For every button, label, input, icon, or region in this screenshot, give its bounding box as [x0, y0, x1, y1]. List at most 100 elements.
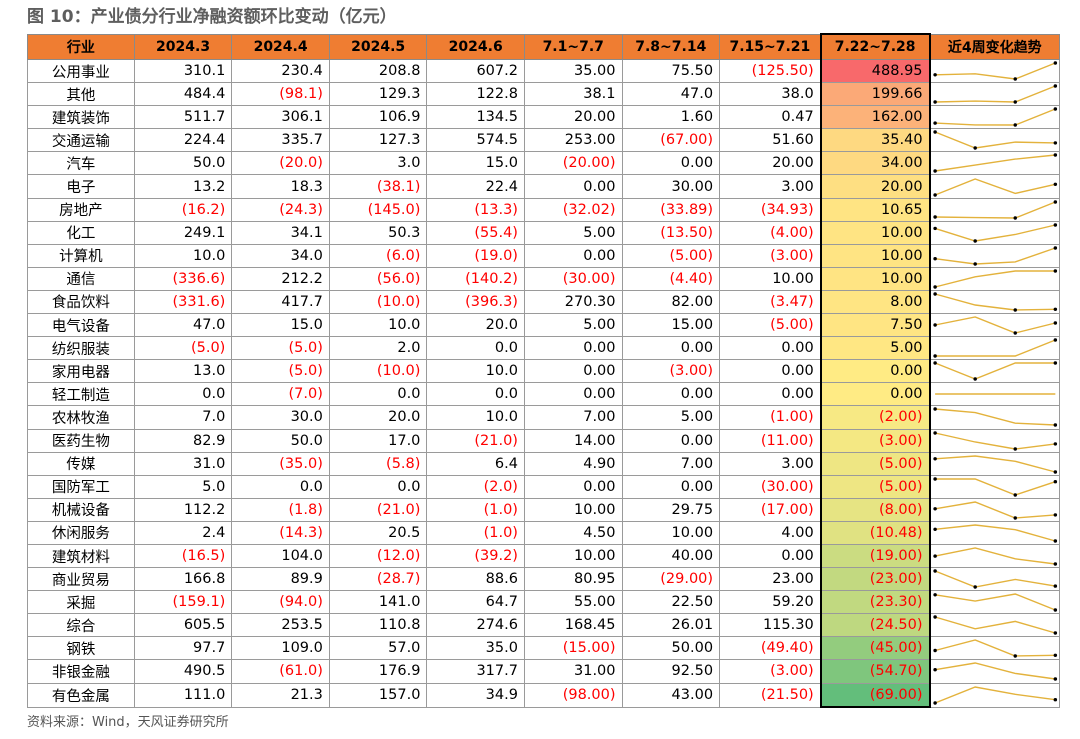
- trend-point-marker: [1053, 307, 1057, 311]
- heat-cell: 35.40: [819, 128, 931, 153]
- trend-sparkline-cell: [929, 151, 1060, 176]
- value-cell: (1.0): [426, 520, 525, 545]
- trend-point-marker: [932, 361, 937, 365]
- trend-sparkline: [932, 316, 1057, 335]
- trend-sparkline: [932, 292, 1057, 312]
- value-cell: 0.0: [426, 382, 525, 407]
- trend-point-marker: [1013, 123, 1017, 127]
- table-row: 房地产 (16.2) (24.3) (145.0) (13.3) (32.02) (33.8…: [27, 197, 1060, 222]
- table-row: 电子 13.2 18.3 (38.1) 22.4 0.00 30.00 3.00 20.00: [27, 174, 1060, 199]
- trend-point-marker: [932, 477, 937, 481]
- value-cell: (331.6): [133, 289, 233, 315]
- value-cell: 5.00: [523, 313, 623, 338]
- trend-sparkline-cell: [929, 336, 1060, 361]
- heat-cell: (69.00): [819, 682, 931, 708]
- value-cell: 157.0: [328, 682, 428, 708]
- value-cell: 306.1: [231, 105, 330, 130]
- value-cell: (16.2): [133, 197, 233, 222]
- heat-cell: 8.00: [819, 289, 931, 315]
- industry-name: 非银金融: [27, 659, 135, 684]
- trend-sparkline: [932, 177, 1057, 197]
- value-cell: (5.0): [231, 336, 330, 361]
- value-cell: 31.00: [523, 659, 623, 684]
- trend-sparkline: [932, 107, 1057, 127]
- value-cell: 2.0: [328, 336, 428, 361]
- industry-name: 交通运输: [27, 128, 135, 153]
- heat-cell: 10.00: [819, 220, 931, 245]
- trend-point-marker: [932, 430, 937, 435]
- heat-cell: (5.00): [819, 474, 931, 499]
- value-cell: 18.3: [231, 174, 330, 199]
- trend-point-marker: [932, 214, 937, 219]
- value-cell: 10.0: [426, 359, 525, 384]
- industry-name: 建筑装饰: [27, 105, 135, 130]
- table-row: 商业贸易 166.8 89.9 (28.7) 88.6 80.95 (29.00) 23.00…: [27, 567, 1060, 592]
- industry-name: 其他: [27, 82, 135, 107]
- trend-point-marker: [1053, 153, 1057, 158]
- header-row: 行业 2024.3 2024.4 2024.5 2024.6 7.1~7.7 7…: [27, 33, 1060, 60]
- value-cell: (1.0): [426, 497, 525, 522]
- value-cell: 127.3: [328, 128, 428, 153]
- industry-name: 食品饮料: [27, 289, 135, 315]
- value-cell: (14.3): [231, 520, 330, 545]
- trend-line: [934, 616, 1056, 634]
- value-cell: (3.47): [719, 289, 822, 315]
- value-cell: 13.2: [133, 174, 233, 199]
- value-cell: (5.0): [133, 336, 233, 361]
- value-cell: (3.00): [719, 659, 822, 684]
- trend-line: [934, 593, 1056, 611]
- value-cell: 317.7: [426, 659, 525, 684]
- trend-sparkline-cell: [929, 636, 1060, 661]
- value-cell: 7.0: [133, 405, 233, 430]
- value-cell: 88.6: [426, 567, 525, 592]
- trend-sparkline: [932, 61, 1057, 81]
- trend-sparkline: [932, 84, 1057, 104]
- value-cell: (140.2): [426, 266, 525, 291]
- trend-sparkline: [932, 477, 1057, 497]
- trend-point-marker: [932, 701, 937, 705]
- value-cell: 34.0: [231, 243, 330, 268]
- trend-line: [934, 85, 1056, 103]
- value-cell: 13.0: [133, 359, 233, 384]
- value-cell: (4.00): [719, 220, 822, 245]
- trend-line: [934, 686, 1055, 704]
- trend-point-marker: [932, 192, 937, 197]
- trend-point-marker: [1053, 441, 1057, 446]
- trend-point-marker: [1053, 584, 1057, 588]
- value-cell: (61.0): [231, 659, 330, 684]
- trend-sparkline-cell: [929, 266, 1060, 291]
- industry-name: 汽车: [27, 151, 135, 176]
- value-cell: 166.8: [133, 567, 233, 592]
- industry-name: 综合: [27, 613, 135, 638]
- value-cell: 168.45: [523, 613, 623, 638]
- header-2024-5: 2024.5: [328, 33, 428, 60]
- trend-point-marker: [1013, 446, 1017, 451]
- trend-sparkline-cell: [929, 174, 1060, 199]
- trend-point-marker: [932, 456, 937, 461]
- value-cell: 141.0: [328, 590, 428, 615]
- heat-cell: (23.30): [819, 590, 931, 615]
- heat-cell: (45.00): [819, 636, 931, 661]
- table-row: 汽车 50.0 (20.0) 3.0 15.0 (20.00) 0.00 20.00 34.00: [27, 151, 1060, 176]
- trend-line: [934, 501, 1055, 519]
- value-cell: 75.50: [621, 58, 721, 84]
- industry-name: 有色金属: [27, 682, 135, 708]
- header-week-4: 7.22~7.28: [819, 33, 931, 60]
- trend-point-marker: [932, 226, 937, 230]
- header-2024-4: 2024.4: [231, 33, 330, 60]
- value-cell: 50.0: [231, 428, 330, 453]
- value-cell: 14.00: [523, 428, 623, 453]
- industry-name: 化工: [27, 220, 135, 245]
- trend-line: [934, 62, 1056, 80]
- value-cell: (11.00): [719, 428, 822, 453]
- trend-sparkline-cell: [929, 451, 1060, 476]
- table-row: 农林牧渔 7.0 30.0 20.0 10.0 7.00 5.00 (1.00) (2.00): [27, 405, 1060, 430]
- trend-point-marker: [1053, 61, 1057, 65]
- value-cell: 0.0: [426, 336, 525, 361]
- trend-line: [934, 339, 1056, 357]
- industry-name: 机械设备: [27, 497, 135, 522]
- trend-sparkline-cell: [929, 474, 1060, 499]
- trend-sparkline: [932, 686, 1057, 705]
- trend-line: [934, 454, 1056, 473]
- value-cell: 115.30: [719, 613, 822, 638]
